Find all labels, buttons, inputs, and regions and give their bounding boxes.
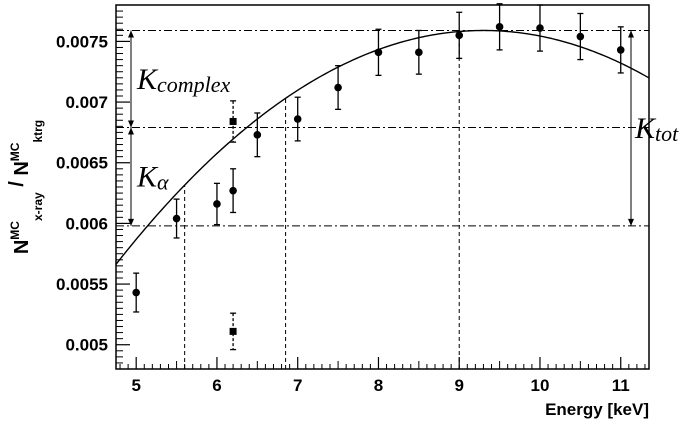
data-point xyxy=(172,214,181,223)
fit-curve-layer xyxy=(115,29,650,265)
data-point xyxy=(229,186,237,195)
data-point xyxy=(253,131,262,139)
x-tick-label: 7 xyxy=(293,376,302,395)
data-point-square xyxy=(229,117,237,125)
data-point xyxy=(293,115,302,123)
data-point xyxy=(213,200,221,208)
y-tick-label: 0.0075 xyxy=(56,32,108,51)
annotation-label: Kcomplex xyxy=(136,63,231,97)
arrow-head xyxy=(128,30,134,38)
x-tick-label: 8 xyxy=(374,376,383,395)
annotation-label: Kα xyxy=(136,161,169,195)
plot-frame xyxy=(115,4,650,370)
fit-curve xyxy=(115,29,650,265)
data-point xyxy=(616,46,625,54)
data-point xyxy=(334,83,342,92)
data-point xyxy=(455,31,464,40)
data-point xyxy=(536,24,544,32)
arrow-head xyxy=(128,120,134,128)
annotation-label: Ktot xyxy=(634,112,679,146)
x-tick-label: 11 xyxy=(612,376,630,395)
axes: 5 6 7 8 9 10 11 0.005 0.0055 0.006 0.0065 0.007 0.00… xyxy=(56,4,646,395)
x-tick-label: 6 xyxy=(212,376,221,395)
y-tick-label: 0.005 xyxy=(65,336,108,355)
y-tick-label: 0.007 xyxy=(65,93,108,112)
annotations: Kcomplex Kα Ktot xyxy=(128,30,679,226)
data-point xyxy=(415,48,423,57)
y-axis-label: NMCx-ray / NMCktrg xyxy=(6,120,45,254)
data-point xyxy=(132,288,140,297)
y-tick-label: 0.0055 xyxy=(56,275,108,294)
x-tick-label: 10 xyxy=(531,376,550,395)
data-point xyxy=(495,23,504,31)
data-points xyxy=(132,3,625,351)
data-point xyxy=(374,48,383,57)
arrow-head xyxy=(128,127,134,135)
x-tick-label: 5 xyxy=(131,376,140,395)
arrow-head xyxy=(628,30,634,38)
x-tick-label: 9 xyxy=(454,376,463,395)
x-axis-label: Energy [keV] xyxy=(545,400,649,419)
reference-lines xyxy=(116,29,649,369)
data-point-square xyxy=(229,327,237,335)
arrow-head xyxy=(128,218,134,226)
data-point xyxy=(576,32,585,41)
y-tick-label: 0.006 xyxy=(65,214,108,233)
arrow-head xyxy=(628,218,634,226)
y-tick-label: 0.0065 xyxy=(56,154,108,173)
